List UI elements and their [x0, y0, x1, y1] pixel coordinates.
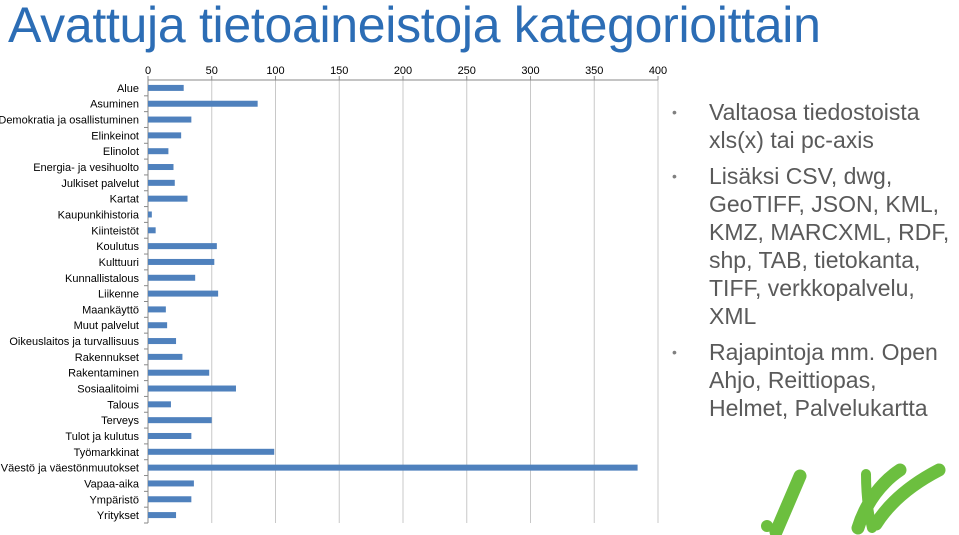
y-category-label: Yritykset — [97, 510, 139, 522]
bullet-item: • Lisäksi CSV, dwg, GeoTIFF, JSON, KML, K… — [672, 162, 959, 330]
y-category-label: Tulot ja kulutus — [65, 431, 139, 443]
x-tick-label: 250 — [458, 65, 476, 77]
y-category-label: Elinolot — [103, 146, 139, 158]
bar — [148, 116, 192, 123]
bullet-item: • Rajapintoja mm. Open Ahjo, Reittiopas, … — [672, 338, 959, 422]
bar — [148, 353, 183, 360]
bar — [148, 401, 171, 408]
bar — [148, 385, 236, 392]
y-category-label: Vapaa-aika — [84, 478, 140, 490]
bullet-item: • Valtaosa tiedostoista xls(x) tai pc-axi… — [672, 98, 959, 154]
bar-chart: 0 50 100 150 200 250 300 350 400 Alue Asuminen Dem… — [0, 65, 667, 524]
bar — [148, 258, 215, 265]
bar — [148, 148, 169, 155]
y-category-label: Talous — [107, 399, 139, 411]
y-category-label: Elinkeinot — [91, 130, 139, 142]
y-category-label: Kartat — [110, 194, 139, 206]
bar — [148, 211, 152, 218]
bar — [148, 179, 175, 186]
bar — [148, 464, 638, 471]
y-category-label: Rakentaminen — [68, 368, 139, 380]
y-category-label: Koulutus — [96, 241, 139, 253]
bar — [148, 100, 258, 107]
x-tick-label: 400 — [649, 65, 667, 77]
y-category-label: Ympäristö — [89, 494, 139, 506]
y-category-label: Kunnallistalous — [65, 273, 139, 285]
y-category-label: Alue — [117, 83, 139, 95]
y-category-label: Maankäyttö — [82, 304, 139, 316]
page-title: Avattuja tietoaineistoja kategorioittain — [8, 0, 821, 53]
helsinki-logo-icon — [761, 463, 946, 535]
bar — [148, 369, 210, 376]
bar — [148, 432, 192, 439]
bar — [148, 480, 194, 487]
bullet-dot-icon: • — [672, 168, 677, 184]
y-category-label: Sosiaalitoimi — [77, 384, 139, 396]
bar — [148, 195, 188, 202]
bullet-dot-icon: • — [672, 104, 677, 120]
y-category-label: Oikeuslaitos ja turvallisuus — [9, 336, 139, 348]
y-category-label: Kiinteistöt — [91, 225, 139, 237]
bullet-dot-icon: • — [672, 344, 677, 360]
bar — [148, 274, 196, 281]
bar — [148, 322, 168, 329]
y-category-label: Julkiset palvelut — [61, 178, 139, 190]
y-category-label: Demokratia ja osallistuminen — [0, 115, 139, 127]
bar — [148, 290, 219, 297]
bar — [148, 306, 166, 313]
x-tick-label: 0 — [145, 65, 151, 77]
bar — [148, 132, 182, 139]
y-category-label: Muut palvelut — [74, 320, 139, 332]
bar — [148, 84, 184, 91]
bar — [148, 448, 275, 455]
bar — [148, 512, 177, 519]
bullet-text: Rajapintoja mm. Open Ahjo, Reittiopas, H… — [709, 339, 938, 421]
bullet-list: • Valtaosa tiedostoista xls(x) tai pc-axi… — [672, 98, 959, 430]
bullet-text: Lisäksi CSV, dwg, GeoTIFF, JSON, KML, KM… — [709, 163, 950, 329]
bar — [148, 164, 174, 171]
y-category-label: Energia- ja vesihuolto — [33, 162, 139, 174]
x-tick-label: 350 — [585, 65, 603, 77]
x-tick-label: 100 — [266, 65, 284, 77]
y-category-label: Työmarkkinat — [74, 447, 139, 459]
bar — [148, 338, 177, 345]
y-category-label: Liikenne — [98, 289, 139, 301]
x-tick-label: 50 — [206, 65, 218, 77]
bar — [148, 243, 217, 250]
y-category-label: Rakennukset — [75, 352, 139, 364]
y-category-label: Asuminen — [90, 99, 139, 111]
x-tick-label: 150 — [330, 65, 348, 77]
y-category-label: Terveys — [101, 415, 139, 427]
x-tick-label: 300 — [521, 65, 539, 77]
bullet-text: Valtaosa tiedostoista xls(x) tai pc-axis — [709, 99, 920, 153]
bar — [148, 417, 212, 424]
bar — [148, 227, 156, 234]
x-tick-label: 200 — [394, 65, 412, 77]
bar — [148, 496, 192, 503]
y-category-label: Kulttuuri — [99, 257, 139, 269]
y-category-label: Kaupunkihistoria — [58, 209, 140, 221]
y-category-label: Väestö ja väestönmuutokset — [1, 463, 139, 475]
